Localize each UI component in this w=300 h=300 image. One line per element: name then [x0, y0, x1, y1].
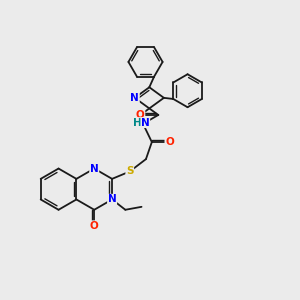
Text: N: N: [130, 93, 139, 103]
Text: N: N: [90, 164, 99, 173]
Text: N: N: [141, 118, 150, 128]
Text: S: S: [126, 167, 134, 176]
Text: O: O: [165, 137, 174, 147]
Text: O: O: [136, 110, 145, 120]
Text: O: O: [90, 221, 99, 231]
Text: N: N: [108, 194, 116, 205]
Text: H: H: [133, 118, 142, 128]
